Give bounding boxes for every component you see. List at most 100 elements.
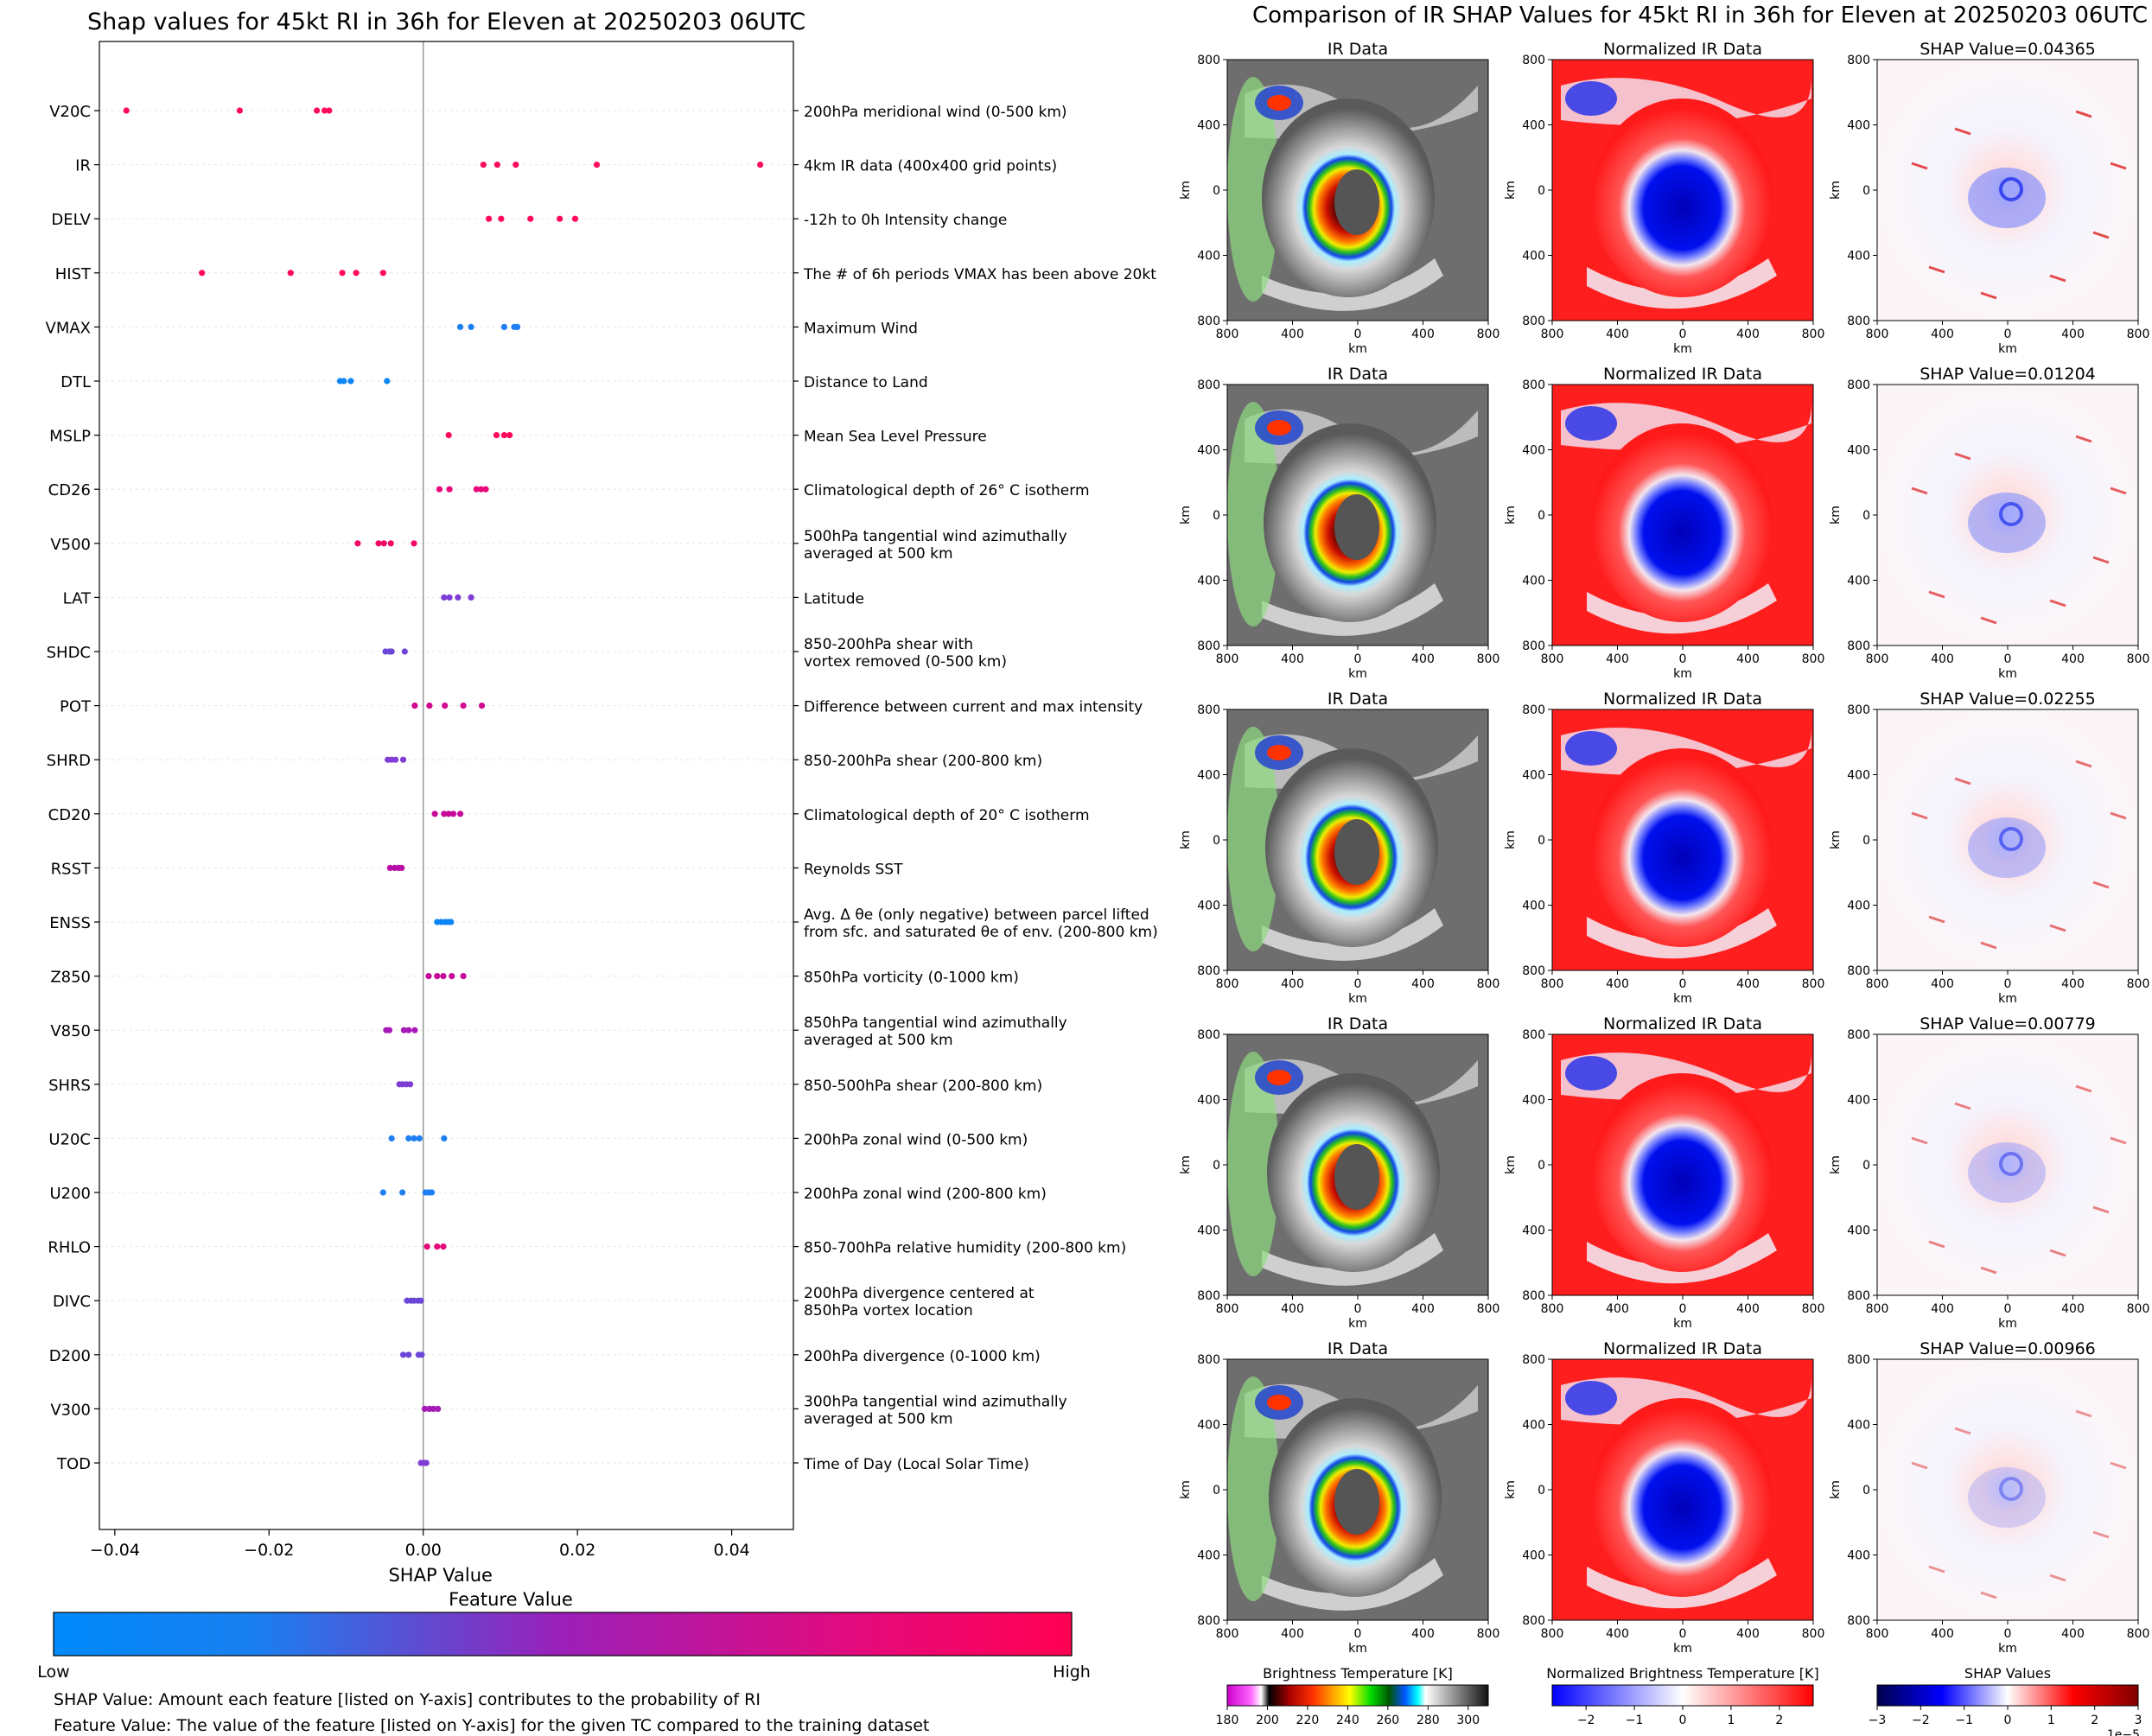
feature-label-shrs: SHRS xyxy=(48,1077,91,1095)
img-x-axis-label: km xyxy=(1348,667,1367,681)
shap-panel-title: SHAP Value=0.00779 xyxy=(1920,1014,2096,1033)
img-x-tick-label: 400 xyxy=(1736,1627,1760,1641)
shap-positive-streak xyxy=(2075,435,2092,443)
img-x-tick-label: 0 xyxy=(1679,1302,1687,1316)
shap-center-ring xyxy=(1999,502,2023,526)
ir-eye-region xyxy=(1334,819,1379,885)
img-y-axis-label: km xyxy=(1179,830,1193,849)
shap-point xyxy=(418,1351,425,1358)
norm-panel-title: Normalized IR Data xyxy=(1603,365,1762,384)
img-y-axis-label: km xyxy=(1504,1155,1518,1174)
shap-positive-streak xyxy=(2110,1461,2127,1470)
shap-point xyxy=(387,540,394,547)
shap-positive-streak xyxy=(1954,1102,1971,1110)
shap-positive-streak xyxy=(1911,162,1928,170)
img-y-tick-label: 400 xyxy=(1847,900,1870,913)
feature-description: 200hPa meridional wind (0-500 km) xyxy=(804,104,1067,121)
img-y-tick-label: 0 xyxy=(1213,834,1220,848)
shap-beeswarm-plot: Shap values for 45kt RI in 36h for Eleve… xyxy=(37,9,1157,1682)
shap-point xyxy=(441,811,448,817)
img-x-tick-label: 400 xyxy=(2061,1302,2085,1316)
feature-description: The # of 6h periods VMAX has been above … xyxy=(803,266,1156,283)
feature-label-v500: V500 xyxy=(50,536,91,554)
shap-positive-streak xyxy=(1928,1240,1945,1249)
shap-positive-streak xyxy=(1980,616,1997,625)
norm-band xyxy=(1587,1558,1777,1609)
img-y-tick-label: 800 xyxy=(1847,1353,1870,1367)
img-y-tick-label: 400 xyxy=(1197,444,1220,458)
shap-point xyxy=(434,1243,441,1250)
img-x-tick-label: 800 xyxy=(1541,977,1564,991)
shap-point xyxy=(500,432,508,439)
img-x-tick-label: 800 xyxy=(1216,977,1239,991)
colorbar-tick-label: −3 xyxy=(1869,1714,1887,1727)
colorbar-tick-label: 0 xyxy=(1679,1714,1687,1727)
x-axis-label: SHAP Value xyxy=(388,1565,493,1586)
shap-point xyxy=(406,1081,414,1088)
feature-label-u20c: U20C xyxy=(48,1130,91,1148)
img-y-tick-label: 800 xyxy=(1847,1289,1870,1303)
colorbar-tick-label: 200 xyxy=(1256,1714,1279,1727)
shap-point xyxy=(493,162,500,169)
img-x-tick-label: 0 xyxy=(2004,1627,2012,1641)
shap-positive-streak xyxy=(2092,1530,2110,1539)
shap-positive-streak xyxy=(1911,1461,1928,1470)
img-x-tick-label: 800 xyxy=(1541,652,1564,666)
feature-description: Reynolds SST xyxy=(804,861,903,878)
img-y-tick-label: 800 xyxy=(1522,1614,1545,1628)
feature-label-u200: U200 xyxy=(49,1185,91,1203)
colorbar-tick-label: 220 xyxy=(1296,1714,1320,1727)
shap-point xyxy=(449,811,457,817)
ir-eye-region xyxy=(1334,1144,1379,1210)
shap-point xyxy=(757,162,764,169)
colorbar-tick-label: 300 xyxy=(1456,1714,1480,1727)
shap-point xyxy=(411,540,417,547)
shap-positive-streak xyxy=(2092,881,2110,889)
image-colorbar xyxy=(1876,1684,2139,1707)
img-y-tick-label: 400 xyxy=(1522,250,1545,264)
img-x-tick-label: 400 xyxy=(1411,652,1435,666)
ir-outer-clouds xyxy=(1227,402,1279,626)
shap-point xyxy=(506,432,513,439)
shap-point xyxy=(123,107,130,114)
ir-eye-region xyxy=(1334,169,1379,235)
img-y-tick-label: 800 xyxy=(1847,378,1870,392)
img-x-axis-label: km xyxy=(1998,1642,2017,1656)
x-tick-label: 0.00 xyxy=(405,1541,442,1560)
norm-cold-cell xyxy=(1565,406,1617,441)
img-y-tick-label: 800 xyxy=(1197,378,1220,392)
feature-description: Climatological depth of 26° C isotherm xyxy=(804,482,1090,499)
shap-point xyxy=(388,1135,395,1141)
img-y-tick-label: 400 xyxy=(1197,1224,1220,1238)
img-x-tick-label: 400 xyxy=(1606,1627,1629,1641)
colorbar-title: SHAP Values xyxy=(1964,1665,2051,1682)
img-y-tick-label: 0 xyxy=(1538,1484,1545,1498)
shap-positive-streak xyxy=(1928,915,1945,924)
shap-point xyxy=(456,811,464,817)
shap-point xyxy=(445,432,452,439)
shap-point xyxy=(405,1135,412,1141)
ir-shap-comparison: Comparison of IR SHAP Values for 45kt RI… xyxy=(1179,3,2149,1736)
shap-point xyxy=(436,486,443,493)
img-y-tick-label: 800 xyxy=(1847,703,1870,717)
norm-band xyxy=(1587,908,1777,959)
feature-description: Difference between current and max inten… xyxy=(804,699,1143,716)
img-y-axis-label: km xyxy=(1829,506,1843,525)
colorbar-exponent: 1e−5 xyxy=(2107,1728,2140,1736)
colorbar-tick-label: 180 xyxy=(1216,1714,1239,1727)
feature-description: 850-200hPa shear (200-800 km) xyxy=(804,753,1042,770)
img-x-tick-label: 400 xyxy=(1411,1302,1435,1316)
feature-label-rhlo: RHLO xyxy=(48,1239,91,1257)
img-y-tick-label: 0 xyxy=(1538,834,1545,848)
shap-point xyxy=(199,270,206,277)
img-y-axis-label: km xyxy=(1504,1480,1518,1499)
shap-panel-title: SHAP Value=0.01204 xyxy=(1920,365,2096,384)
shap-point xyxy=(460,703,467,709)
img-x-tick-label: 400 xyxy=(1411,327,1435,341)
shap-point xyxy=(401,648,408,655)
feature-label-cd20: CD20 xyxy=(48,806,91,824)
shap-point xyxy=(423,1243,430,1250)
feature-label-hist: HIST xyxy=(55,265,92,283)
img-x-tick-label: 0 xyxy=(2004,977,2012,991)
shap-positive-streak xyxy=(1954,127,1971,136)
